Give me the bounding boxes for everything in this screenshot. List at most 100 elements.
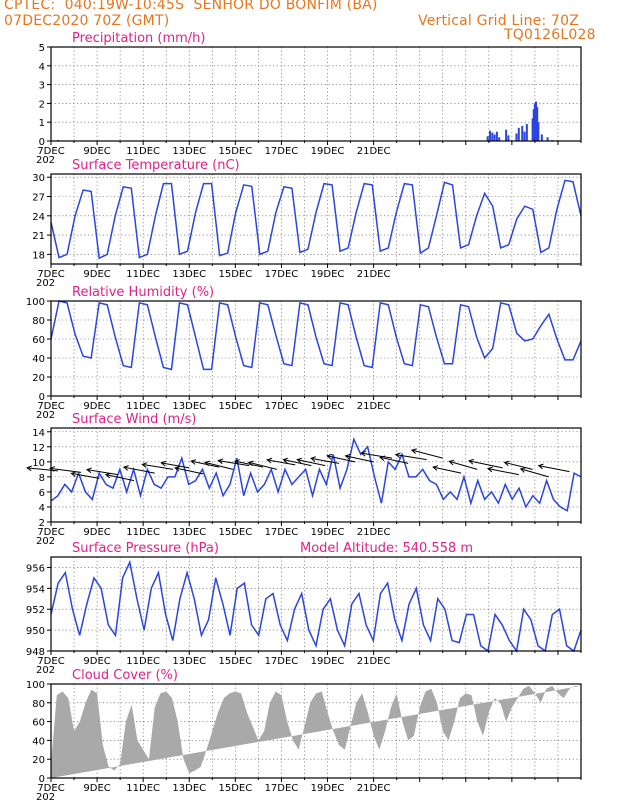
wind-arrow — [297, 459, 326, 467]
panel-5: Surface Pressure (hPa) Model Altitude: 54… — [26, 541, 582, 676]
header-line-2: 07DEC2020 70Z (GMT) — [4, 13, 170, 29]
wind-arrowhead — [282, 457, 289, 464]
x-tick-label: 9DEC — [83, 527, 110, 538]
series-line — [50, 300, 582, 371]
x-year-label: 202 — [36, 536, 55, 547]
wind-arrowhead — [233, 459, 240, 465]
wind-arrow — [361, 452, 393, 459]
y-tick-label: 1 — [39, 118, 45, 129]
wind-arrow — [142, 463, 174, 470]
panel-annotation: Model Altitude: 540.558 m — [300, 541, 473, 556]
x-tick-label: 17DEC — [265, 269, 299, 280]
x-tick-label: 17DEC — [265, 656, 299, 667]
x-tick-label: 13DEC — [172, 783, 206, 794]
y-tick-label: 24 — [32, 212, 45, 223]
wind-arrow — [504, 461, 533, 470]
wind-arrowhead — [122, 465, 129, 471]
x-tick-label: 21DEC — [357, 401, 391, 412]
y-tick-label: 80 — [32, 699, 45, 710]
x-tick-label: 17DEC — [265, 783, 299, 794]
x-tick-label: 11DEC — [126, 656, 160, 667]
wind-arrowhead — [432, 465, 439, 471]
y-tick-label: 0 — [39, 392, 45, 403]
wind-arrowhead — [174, 465, 181, 472]
x-tick-label: 7DEC — [37, 783, 64, 794]
x-tick-label: 21DEC — [357, 783, 391, 794]
wind-arrowhead — [519, 467, 526, 473]
wind-arrow — [310, 457, 340, 464]
wind-arrow — [411, 449, 443, 459]
wind-arrow — [283, 459, 312, 467]
y-tick-label: 952 — [26, 605, 45, 616]
x-tick-label: 11DEC — [126, 527, 160, 538]
wind-arrow — [267, 459, 296, 466]
x-tick-label: 17DEC — [265, 146, 299, 157]
wind-arrowhead — [296, 457, 303, 464]
panel-frame — [50, 46, 582, 142]
x-tick-label: 13DEC — [172, 146, 206, 157]
x-tick-label: 21DEC — [357, 656, 391, 667]
precip-bar — [491, 132, 494, 141]
wind-arrow — [204, 461, 234, 470]
x-tick-label: 9DEC — [83, 401, 110, 412]
x-tick-label: 19DEC — [311, 269, 345, 280]
x-tick-label: 9DEC — [83, 656, 110, 667]
x-tick-label: 15DEC — [218, 783, 252, 794]
panel-frame — [50, 683, 582, 779]
wind-arrowhead — [266, 457, 273, 464]
wind-arrow — [86, 469, 118, 476]
x-tick-label: 17DEC — [265, 527, 299, 538]
wind-arrowhead — [344, 453, 351, 460]
y-tick-label: 40 — [32, 354, 45, 365]
wind-arrowhead — [537, 463, 544, 470]
x-tick-label: 9DEC — [83, 146, 110, 157]
x-tick-label: 19DEC — [311, 656, 345, 667]
wind-arrow — [234, 460, 264, 468]
x-tick-label: 13DEC — [172, 656, 206, 667]
panel-title: Surface Temperature (nC) — [72, 158, 240, 173]
y-tick-label: 20 — [32, 373, 45, 384]
wind-arrowhead — [190, 459, 197, 465]
wind-arrowhead — [326, 453, 333, 460]
y-tick-label: 21 — [32, 231, 45, 242]
x-year-label: 202 — [36, 278, 55, 289]
y-tick-label: 14 — [32, 428, 45, 439]
wind-arrowhead — [379, 455, 386, 461]
wind-arrowhead — [503, 460, 510, 467]
precip-bar — [531, 118, 534, 141]
series-line — [50, 559, 582, 653]
wind-arrow — [345, 455, 374, 463]
y-tick-label: 6 — [39, 488, 45, 499]
precip-bar — [535, 101, 538, 141]
precip-bar — [521, 125, 524, 141]
wind-arrowhead — [85, 467, 92, 474]
wind-arrow — [520, 468, 549, 478]
x-year-label: 202 — [36, 410, 55, 421]
x-tick-label: 11DEC — [126, 783, 160, 794]
series-line — [50, 179, 582, 260]
wind-arrowhead — [104, 472, 111, 479]
wind-arrowhead — [410, 448, 417, 454]
y-tick-label: 80 — [32, 316, 45, 327]
x-tick-label: 19DEC — [311, 401, 345, 412]
precip-bar — [536, 107, 539, 141]
y-tick-label: 30 — [32, 173, 45, 184]
wind-arrowhead — [70, 471, 77, 477]
x-tick-label: 13DEC — [172, 527, 206, 538]
y-tick-label: 60 — [32, 718, 45, 729]
wind-arrow — [538, 465, 570, 473]
x-tick-label: 21DEC — [357, 527, 391, 538]
y-tick-label: 10 — [32, 458, 45, 469]
wind-arrowhead — [486, 466, 493, 473]
y-tick-label: 18 — [32, 250, 45, 261]
wind-arrowhead — [360, 450, 367, 457]
x-tick-label: 9DEC — [83, 269, 110, 280]
panel-title: Surface Pressure (hPa) — [72, 541, 219, 556]
y-tick-label: 100 — [26, 297, 45, 308]
y-tick-label: 950 — [26, 626, 45, 637]
wind-arrowhead — [160, 460, 167, 467]
wind-arrowhead — [448, 459, 455, 466]
panel-4: Surface Wind (m/s) 2 4 6 8 10 12 14 7DEC 9DEC 11DE… — [26, 412, 582, 547]
x-tick-label: 11DEC — [126, 146, 160, 157]
